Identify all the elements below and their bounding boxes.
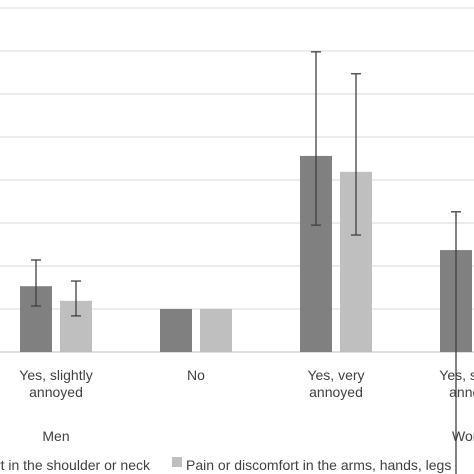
- bar: [200, 309, 232, 352]
- legend-label: Pain or discomfort in the arms, hands, l…: [186, 457, 451, 473]
- legend-label: Pain or discomfort in the shoulder or ne…: [0, 457, 151, 473]
- legend-swatch: [172, 457, 182, 467]
- bar: [160, 309, 192, 352]
- x-tick-label: Yes, very annoyed: [307, 367, 364, 400]
- group-label: Men: [42, 428, 69, 444]
- x-tick-label: No: [187, 367, 205, 383]
- group-label: Women: [452, 428, 474, 444]
